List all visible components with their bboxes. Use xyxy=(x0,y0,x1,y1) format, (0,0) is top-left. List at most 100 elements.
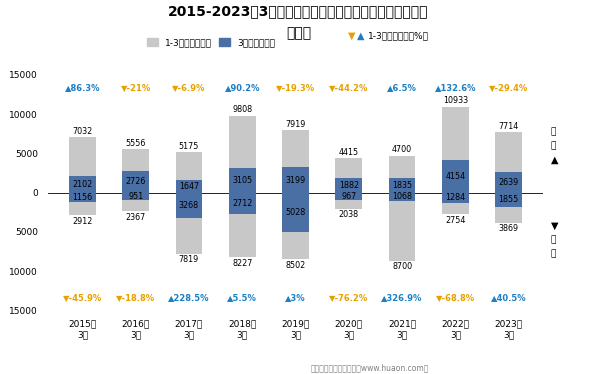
Bar xyxy=(229,116,256,193)
Text: 10933: 10933 xyxy=(443,96,468,105)
Text: 1-3月同比增速（%）: 1-3月同比增速（%） xyxy=(368,31,429,40)
Bar xyxy=(336,158,362,193)
Bar xyxy=(496,172,522,193)
Text: 制图：华经产业研究院（www.huaon.com）: 制图：华经产业研究院（www.huaon.com） xyxy=(311,363,429,372)
Bar xyxy=(229,193,256,214)
Text: ▼-29.4%: ▼-29.4% xyxy=(489,83,528,92)
Text: ▼-44.2%: ▼-44.2% xyxy=(329,83,368,92)
Text: ▲326.9%: ▲326.9% xyxy=(381,293,423,302)
Text: 8700: 8700 xyxy=(392,262,412,272)
Bar xyxy=(69,193,96,215)
Bar xyxy=(496,132,522,193)
Text: 2038: 2038 xyxy=(338,210,359,219)
Text: 2015-2023年3月宁夏回族自治区外商投资企业进、出口额: 2015-2023年3月宁夏回族自治区外商投资企业进、出口额 xyxy=(168,4,429,18)
Text: 8227: 8227 xyxy=(232,259,253,268)
Text: ▼-18.8%: ▼-18.8% xyxy=(116,293,155,302)
Bar xyxy=(122,193,149,200)
Bar xyxy=(282,193,309,260)
Text: 2102: 2102 xyxy=(72,180,93,189)
Bar xyxy=(229,193,256,257)
Text: 951: 951 xyxy=(128,192,143,201)
Text: ▲228.5%: ▲228.5% xyxy=(168,293,210,302)
Bar xyxy=(389,178,416,193)
Bar xyxy=(69,193,96,202)
Text: ▼-19.3%: ▼-19.3% xyxy=(276,83,315,92)
Bar xyxy=(389,193,416,201)
Text: 7919: 7919 xyxy=(285,120,306,129)
Bar xyxy=(389,193,416,261)
Bar xyxy=(389,156,416,193)
Bar xyxy=(496,193,522,223)
Text: 2712: 2712 xyxy=(232,199,253,208)
Text: 4700: 4700 xyxy=(392,145,412,154)
Bar xyxy=(122,193,149,211)
Text: 967: 967 xyxy=(341,192,356,201)
Text: 1156: 1156 xyxy=(72,193,93,202)
Text: ▼-6.9%: ▼-6.9% xyxy=(173,83,205,92)
Bar xyxy=(229,168,256,193)
Text: 2726: 2726 xyxy=(125,177,146,186)
Text: 1882: 1882 xyxy=(338,181,359,190)
Bar xyxy=(176,180,202,193)
Bar xyxy=(442,107,469,193)
Text: ▲90.2%: ▲90.2% xyxy=(224,83,260,92)
Bar xyxy=(176,193,202,254)
Text: ▲: ▲ xyxy=(358,31,365,41)
Text: ▲5.5%: ▲5.5% xyxy=(227,293,257,302)
Text: ▲: ▲ xyxy=(550,154,558,165)
Text: ▼-21%: ▼-21% xyxy=(121,83,151,92)
Text: 4154: 4154 xyxy=(445,172,466,181)
Text: 1835: 1835 xyxy=(392,181,412,190)
Text: 2754: 2754 xyxy=(445,216,466,225)
Text: 1284: 1284 xyxy=(445,193,466,202)
Text: 8502: 8502 xyxy=(285,261,306,270)
Text: 7032: 7032 xyxy=(72,127,93,136)
Bar xyxy=(176,193,202,218)
Bar xyxy=(122,149,149,193)
Text: ▼-76.2%: ▼-76.2% xyxy=(329,293,368,302)
Text: ▼: ▼ xyxy=(347,31,355,41)
Text: 5556: 5556 xyxy=(125,138,146,148)
Bar xyxy=(442,193,469,203)
Bar xyxy=(69,176,96,193)
Text: 3105: 3105 xyxy=(232,176,253,185)
Text: ▲132.6%: ▲132.6% xyxy=(435,83,476,92)
Text: 统计图: 统计图 xyxy=(286,26,311,40)
Bar xyxy=(282,168,309,193)
Text: 3199: 3199 xyxy=(285,175,306,184)
Text: ▼-68.8%: ▼-68.8% xyxy=(436,293,475,302)
Text: 4415: 4415 xyxy=(338,147,359,157)
Text: 2367: 2367 xyxy=(125,212,146,222)
Text: 口: 口 xyxy=(550,249,556,258)
Bar xyxy=(442,160,469,193)
Text: 7714: 7714 xyxy=(498,122,519,131)
Bar xyxy=(336,193,362,209)
Text: 口: 口 xyxy=(550,141,556,150)
Text: ▼: ▼ xyxy=(550,221,558,231)
Text: ▼-45.9%: ▼-45.9% xyxy=(63,293,102,302)
Bar xyxy=(282,131,309,193)
Text: 3869: 3869 xyxy=(498,224,519,233)
Bar xyxy=(176,152,202,193)
Bar xyxy=(442,193,469,214)
Bar xyxy=(122,171,149,193)
Text: 9808: 9808 xyxy=(232,105,253,114)
Text: 3268: 3268 xyxy=(179,201,199,210)
Bar xyxy=(336,193,362,200)
Text: ▲40.5%: ▲40.5% xyxy=(491,293,527,302)
Text: 5175: 5175 xyxy=(179,141,199,151)
Text: 5028: 5028 xyxy=(285,208,306,217)
Legend: 1-3月（万美元）, 3月（万美元）: 1-3月（万美元）, 3月（万美元） xyxy=(143,34,279,51)
Text: 进: 进 xyxy=(550,235,556,244)
Text: ▲3%: ▲3% xyxy=(285,293,306,302)
Bar xyxy=(496,193,522,207)
Text: 1068: 1068 xyxy=(392,192,412,201)
Bar xyxy=(336,178,362,193)
Text: ▲6.5%: ▲6.5% xyxy=(387,83,417,92)
Text: 7819: 7819 xyxy=(179,255,199,264)
Text: 2639: 2639 xyxy=(498,178,519,187)
Bar xyxy=(69,137,96,193)
Bar xyxy=(282,193,309,232)
Text: 2912: 2912 xyxy=(72,217,93,226)
Text: 1855: 1855 xyxy=(498,195,519,205)
